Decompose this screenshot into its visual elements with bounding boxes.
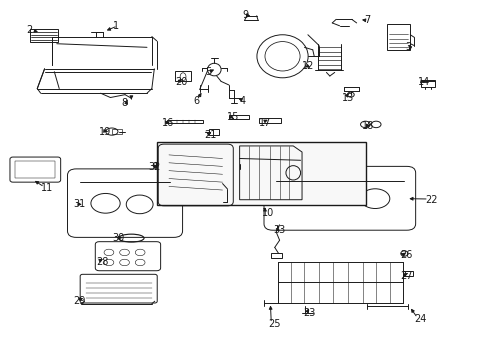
Text: 2: 2	[26, 25, 32, 35]
Text: 9: 9	[242, 10, 248, 20]
Text: 27: 27	[400, 271, 412, 281]
Bar	[30, 30, 58, 42]
Bar	[157, 142, 366, 205]
Text: 10: 10	[261, 208, 273, 218]
Text: 12: 12	[302, 61, 314, 71]
Text: 1: 1	[113, 21, 119, 31]
Text: 20: 20	[175, 77, 187, 87]
Bar	[386, 24, 409, 50]
Bar	[259, 118, 281, 123]
Text: 33: 33	[273, 225, 285, 235]
Text: 32: 32	[148, 162, 160, 172]
Text: 30: 30	[112, 233, 124, 243]
Bar	[15, 161, 55, 178]
Bar	[420, 80, 434, 87]
Bar	[402, 271, 412, 276]
Bar	[156, 162, 179, 167]
Text: 13: 13	[341, 93, 353, 103]
Bar	[175, 71, 190, 81]
Text: 26: 26	[400, 250, 412, 260]
Text: 8: 8	[122, 98, 127, 108]
Text: 24: 24	[413, 314, 426, 324]
Text: 31: 31	[73, 199, 85, 210]
Text: 19: 19	[99, 127, 111, 136]
Text: 22: 22	[424, 195, 437, 205]
Text: 11: 11	[41, 183, 53, 193]
Text: 18: 18	[361, 121, 373, 131]
Bar	[167, 120, 202, 123]
Text: 7: 7	[363, 15, 369, 26]
Text: 23: 23	[303, 309, 315, 318]
Text: 25: 25	[267, 319, 280, 329]
Text: 4: 4	[239, 96, 245, 106]
Bar	[209, 130, 219, 135]
Bar	[112, 129, 122, 134]
Bar	[228, 115, 249, 119]
Text: 28: 28	[96, 257, 108, 267]
Text: 14: 14	[417, 77, 429, 87]
Text: 5: 5	[205, 67, 211, 77]
Text: 15: 15	[227, 112, 239, 122]
Text: 6: 6	[193, 96, 199, 106]
Bar	[271, 253, 282, 258]
Text: 16: 16	[161, 118, 174, 128]
Text: 3: 3	[405, 42, 411, 52]
Text: 17: 17	[259, 118, 271, 128]
Text: 29: 29	[73, 296, 85, 306]
Text: 21: 21	[204, 130, 217, 140]
